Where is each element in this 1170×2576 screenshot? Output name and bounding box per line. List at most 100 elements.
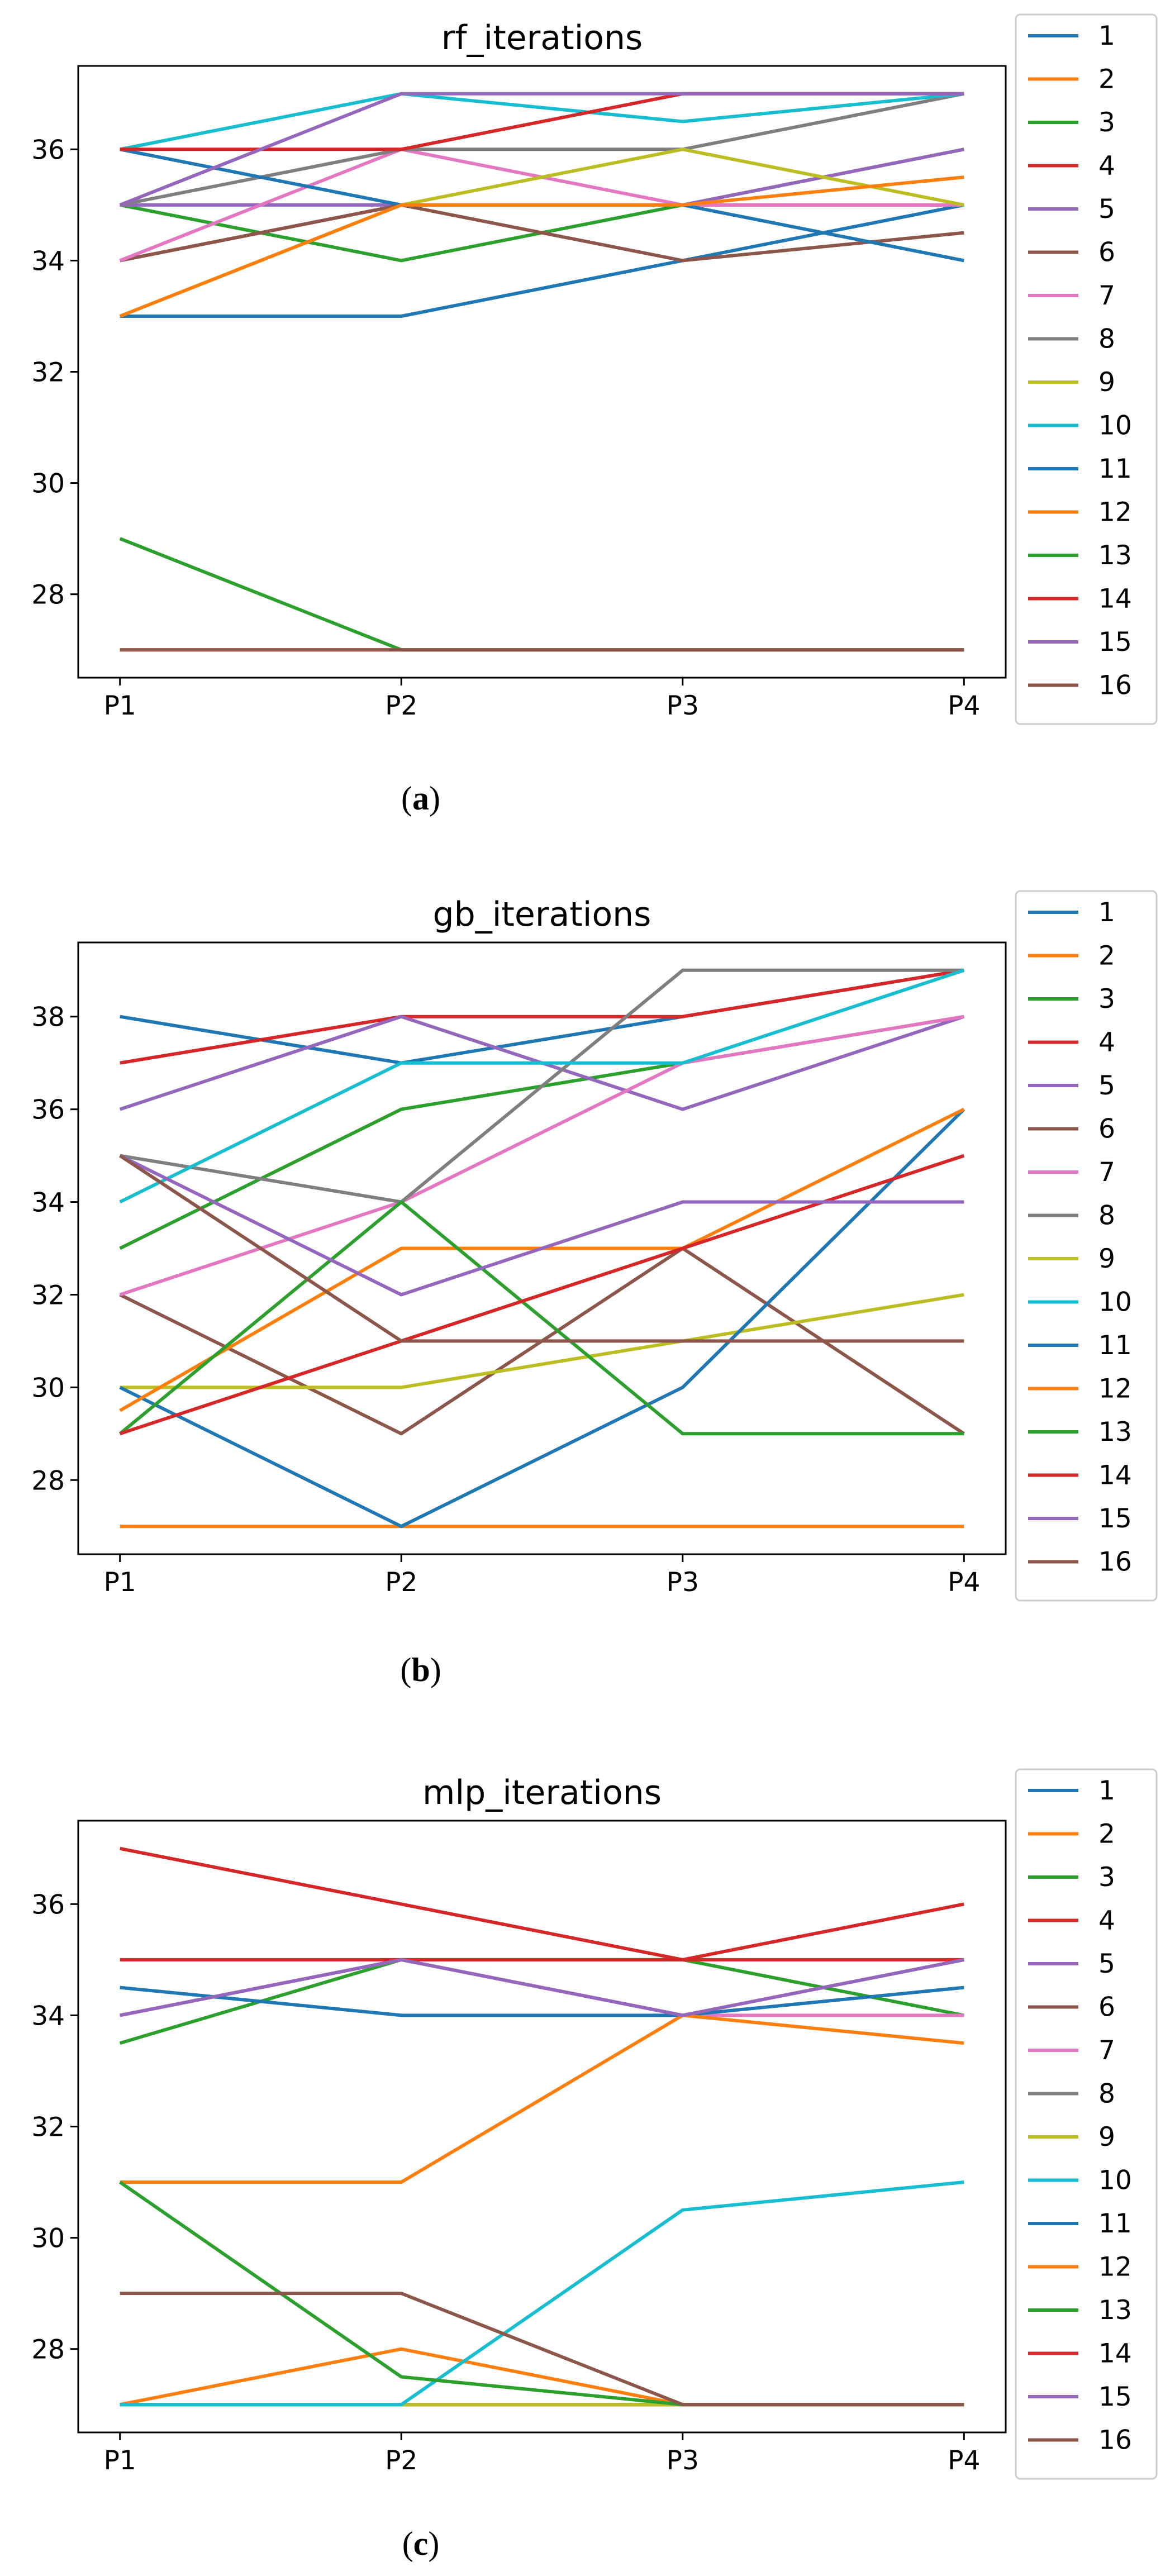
subfigure-label-b: (b) <box>400 1651 441 1688</box>
legend-label-16: 16 <box>1098 670 1132 701</box>
panel-a: rf_iterations 28 30 32 34 36 P1 P2 P3 P4 1 2 3 4 5 6 7 8 9… <box>0 0 1170 859</box>
series-line-4 <box>120 968 964 1065</box>
legend-label-2: 2 <box>1098 1819 1115 1850</box>
series-lines <box>119 92 964 652</box>
legend-label-9: 9 <box>1098 1244 1115 1274</box>
y-tick-label: 30 <box>31 2223 65 2254</box>
axes-frame <box>77 941 1007 1555</box>
series-line-16 <box>120 2292 964 2407</box>
y-tick-label: 28 <box>31 580 65 611</box>
subfigure-label-c: (c) <box>402 2525 440 2562</box>
legend-label-5: 5 <box>1098 1070 1115 1101</box>
legend-label-2: 2 <box>1098 64 1115 95</box>
y-tick-label: 32 <box>31 2112 65 2143</box>
legend-label-3: 3 <box>1098 1862 1115 1893</box>
y-tick-label: 32 <box>31 358 65 388</box>
y-tick-label: 34 <box>31 246 65 277</box>
legend-box <box>1015 890 1158 1602</box>
series-line-13 <box>119 537 964 652</box>
legend-label-8: 8 <box>1098 324 1115 355</box>
chart-title: mlp_iterations <box>422 1773 662 1812</box>
legend-label-11: 11 <box>1098 454 1132 484</box>
legend-label-12: 12 <box>1098 1374 1132 1404</box>
legend-label-7: 7 <box>1098 280 1115 311</box>
x-tick-label: P1 <box>104 1567 136 1598</box>
series-lines <box>118 1846 964 2407</box>
legend-label-13: 13 <box>1098 1417 1132 1447</box>
legend-label-15: 15 <box>1098 2382 1132 2412</box>
series-line-11 <box>120 1985 964 2017</box>
legend-label-12: 12 <box>1098 497 1132 528</box>
legend-label-14: 14 <box>1098 584 1132 615</box>
legend-label-16: 16 <box>1098 1547 1132 1578</box>
legend-label-5: 5 <box>1098 194 1115 225</box>
subfigure-label-a: (a) <box>401 780 440 817</box>
series-line-8 <box>120 968 964 1204</box>
axes-frame <box>77 1820 1007 2434</box>
y-tick-label: 28 <box>31 1465 65 1496</box>
legend-label-9: 9 <box>1098 2122 1115 2153</box>
legend-label-11: 11 <box>1098 1330 1132 1361</box>
x-tick-label: P4 <box>948 1567 980 1598</box>
legend-label-16: 16 <box>1098 2425 1132 2456</box>
legend-label-6: 6 <box>1098 1114 1115 1145</box>
legend-label-10: 10 <box>1098 1287 1132 1318</box>
legend-label-13: 13 <box>1098 540 1132 571</box>
series-line-16 <box>119 1154 964 1343</box>
x-tick-label: P2 <box>385 691 417 721</box>
series-line-12 <box>120 2013 964 2184</box>
series-line-10 <box>120 92 964 151</box>
legend-label-1: 1 <box>1098 1775 1115 1806</box>
x-tick-label: P1 <box>104 2445 136 2476</box>
y-tick-label: 38 <box>31 1002 65 1033</box>
legend-label-14: 14 <box>1098 1460 1132 1491</box>
series-line-13 <box>118 1200 964 1436</box>
legend-label-10: 10 <box>1098 2165 1132 2196</box>
y-tick-label: 36 <box>31 135 65 165</box>
series-line-15 <box>119 1154 964 1297</box>
series-lines <box>118 968 966 1529</box>
legend-label-8: 8 <box>1098 1201 1115 1231</box>
x-tick-label: P2 <box>385 2445 417 2476</box>
legend-label-8: 8 <box>1098 2079 1115 2110</box>
legend-label-2: 2 <box>1098 941 1115 972</box>
legend-label-6: 6 <box>1098 1992 1115 2023</box>
legend-label-15: 15 <box>1098 627 1132 658</box>
legend-label-7: 7 <box>1098 2035 1115 2066</box>
legend-label-7: 7 <box>1098 1157 1115 1188</box>
x-tick-label: P4 <box>948 691 980 721</box>
series-line-2 <box>120 2347 964 2407</box>
legend-box <box>1015 1768 1158 2480</box>
panel-b: gb_iterations 28 30 32 34 36 38 P1 P2 P3 P4 1 2 3 4 5 6 7… <box>0 859 1170 1717</box>
panel-c: mlp_iterations 28 30 32 34 36 P1 P2 P3 P4 1 2 3 4 5 6 7 8… <box>0 1717 1170 2576</box>
series-line-1 <box>120 203 964 318</box>
x-tick-label: P1 <box>104 691 136 721</box>
y-tick-label: 30 <box>31 469 65 499</box>
x-tick-label: P3 <box>667 1567 699 1598</box>
legend-label-1: 1 <box>1098 897 1115 928</box>
series-line-15 <box>120 1958 964 2017</box>
y-tick-label: 32 <box>31 1280 65 1311</box>
y-tick-label: 28 <box>31 2335 65 2365</box>
legend-label-13: 13 <box>1098 2295 1132 2326</box>
legend-label-6: 6 <box>1098 237 1115 268</box>
legend-label-14: 14 <box>1098 2339 1132 2369</box>
y-tick-label: 34 <box>31 2001 65 2031</box>
legend-label-12: 12 <box>1098 2252 1132 2283</box>
legend-label-1: 1 <box>1098 21 1115 51</box>
series-line-15 <box>119 92 964 207</box>
chart-title: rf_iterations <box>441 18 643 58</box>
series-line-12 <box>119 175 964 318</box>
legend-label-4: 4 <box>1098 1906 1115 1936</box>
series-line-14 <box>120 92 964 151</box>
legend-label-3: 3 <box>1098 107 1115 138</box>
chart-title: gb_iterations <box>433 895 651 934</box>
series-line-10 <box>119 968 965 1204</box>
legend-label-4: 4 <box>1098 151 1115 182</box>
series-line-14 <box>119 1154 965 1436</box>
